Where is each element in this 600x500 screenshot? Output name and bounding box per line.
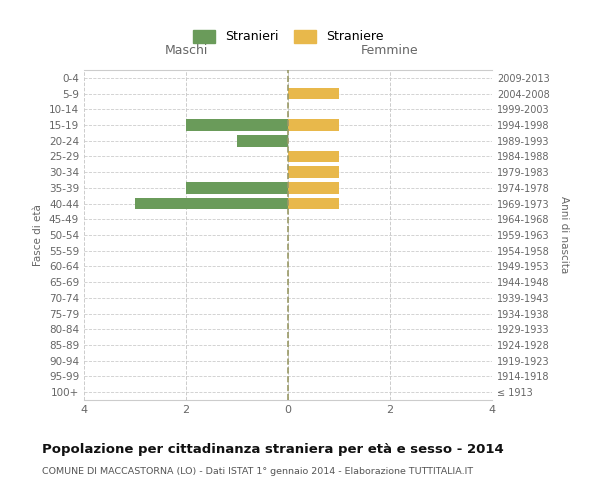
Text: COMUNE DI MACCASTORNA (LO) - Dati ISTAT 1° gennaio 2014 - Elaborazione TUTTITALI: COMUNE DI MACCASTORNA (LO) - Dati ISTAT …	[42, 468, 473, 476]
Bar	[237, 135, 288, 146]
Text: Femmine: Femmine	[361, 44, 419, 58]
Bar	[288, 88, 339, 100]
Bar	[288, 166, 339, 178]
Bar	[288, 119, 339, 131]
Y-axis label: Fasce di età: Fasce di età	[34, 204, 43, 266]
Bar	[186, 119, 288, 131]
Text: Maschi: Maschi	[164, 44, 208, 58]
Bar	[288, 182, 339, 194]
Bar	[288, 150, 339, 162]
Legend: Stranieri, Straniere: Stranieri, Straniere	[186, 24, 390, 50]
Y-axis label: Anni di nascita: Anni di nascita	[559, 196, 569, 274]
Bar	[186, 182, 288, 194]
Bar	[135, 198, 288, 209]
Bar	[288, 198, 339, 209]
Text: Popolazione per cittadinanza straniera per età e sesso - 2014: Popolazione per cittadinanza straniera p…	[42, 442, 504, 456]
